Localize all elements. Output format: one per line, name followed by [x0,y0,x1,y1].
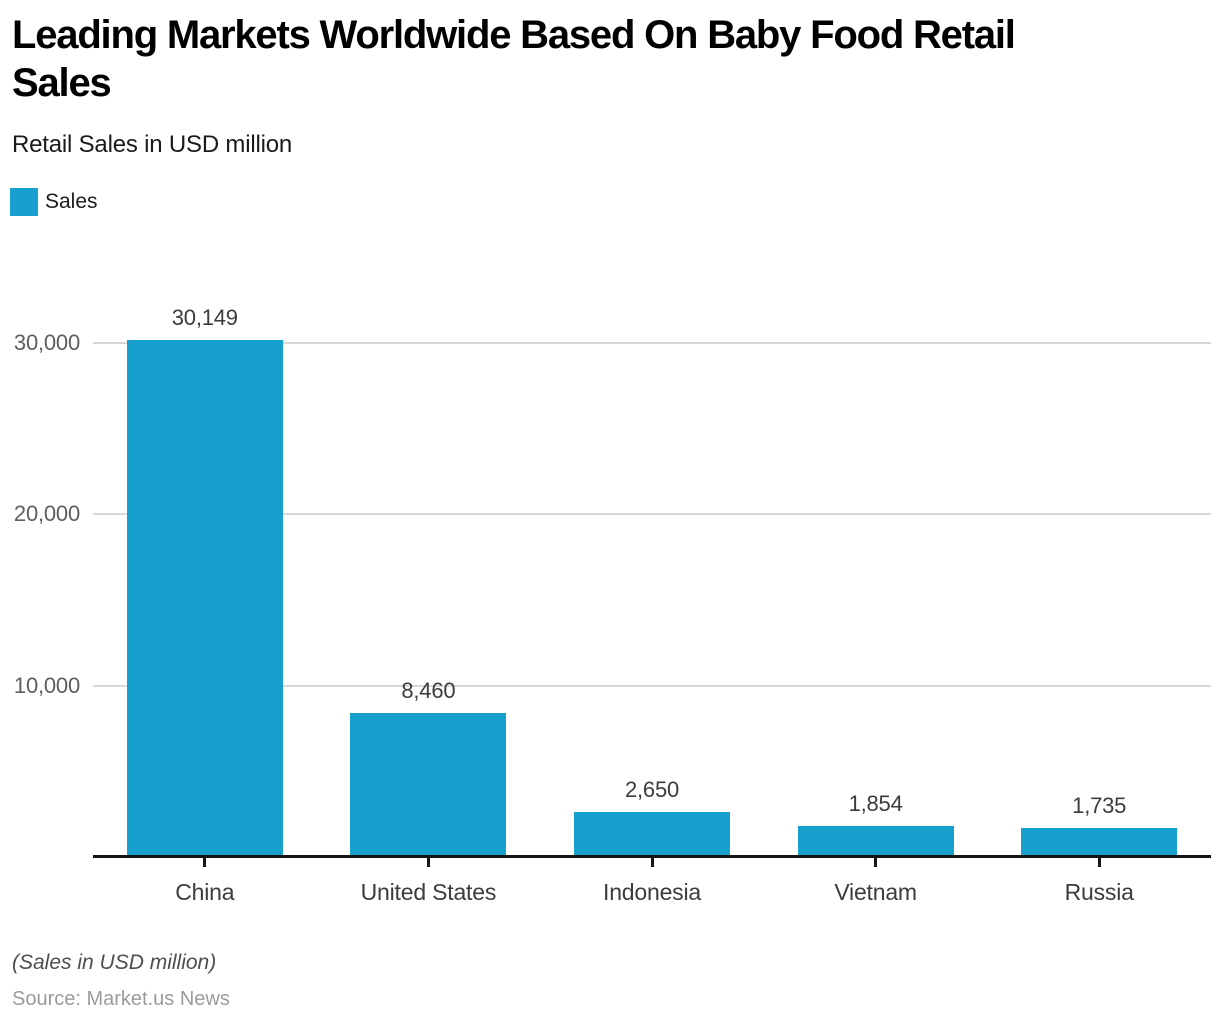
value-label-china: 30,149 [171,304,238,330]
x-axis-tick-russia [1097,858,1101,867]
y-axis-label-30000: 30,000 [13,329,80,355]
chart-subtitle: Retail Sales in USD million [12,131,293,158]
value-label-united-states: 8,460 [401,677,456,703]
x-axis-line [93,855,1211,858]
bar-china [126,339,283,858]
legend: Sales [10,188,98,216]
value-label-indonesia: 2,650 [624,777,680,803]
legend-label: Sales [45,190,98,213]
x-axis-tick-united-states [426,858,430,867]
value-label-vietnam: 1,854 [848,791,903,817]
page-title-line-2: Sales [12,61,112,105]
x-axis-tick-china [203,858,207,867]
bar-vietnam [797,826,954,858]
bar-united-states [350,712,507,858]
bar-russia [1021,828,1178,858]
y-axis-label-20000: 20,000 [13,501,80,527]
x-axis-tick-vietnam [874,858,878,867]
page-title-line-1: Leading Markets Worldwide Based On Baby … [12,13,1016,57]
gridline-20000 [93,513,1211,516]
x-axis-label-united-states: United States [360,879,497,905]
gridline-30000 [93,341,1211,344]
bar-indonesia [574,812,730,858]
value-label-russia: 1,735 [1072,793,1127,819]
x-axis-label-russia: Russia [1064,879,1134,905]
y-axis-label-10000: 10,000 [13,673,80,699]
footer-note: (Sales in USD million) [12,951,217,974]
x-axis-label-china: China [175,879,235,905]
x-axis-tick-indonesia [650,858,654,867]
footer-source: Source: Market.us News [12,988,230,1010]
x-axis-label-vietnam: Vietnam [834,879,917,905]
gridline-10000 [93,685,1211,688]
x-axis-label-indonesia: Indonesia [603,879,701,905]
legend-swatch-icon [10,188,38,216]
page-title: Leading Markets Worldwide Based On Baby … [12,11,1016,107]
